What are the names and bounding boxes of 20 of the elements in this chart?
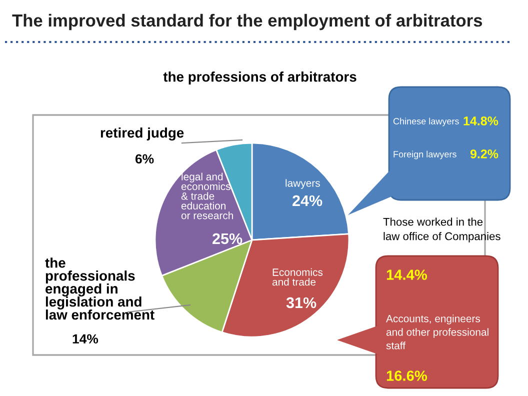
text: Accounts, engineers and other professional staff (386, 314, 488, 350)
text: 9.2% (470, 150, 498, 158)
data-label: 25% (212, 233, 242, 244)
data-label: 6% (135, 154, 154, 164)
slice-label: retired judge (100, 127, 184, 141)
text: 16.6% (386, 370, 427, 381)
slice-label: Economics and trade (272, 268, 323, 286)
chart-title: The improved standard for the employment of arbitrators (12, 14, 482, 30)
text: 14.8% (464, 116, 498, 126)
slice-label: lawyers (286, 179, 320, 189)
slice-label: legal and economics & trade education or research (181, 172, 234, 220)
data-label: 14% (72, 334, 98, 344)
text: Chinese lawyers (393, 118, 459, 126)
text: Foreign lawyers (394, 150, 456, 160)
data-label: 24% (292, 195, 322, 206)
text: Those worked in the law office of Companies (383, 218, 500, 242)
data-label: 31% (286, 297, 316, 308)
slice-label: the professionals engaged in legislation and law enforcement (45, 258, 154, 320)
text: 14.4% (386, 270, 427, 280)
chart-subtitle: the professions of arbitrators (163, 72, 356, 84)
